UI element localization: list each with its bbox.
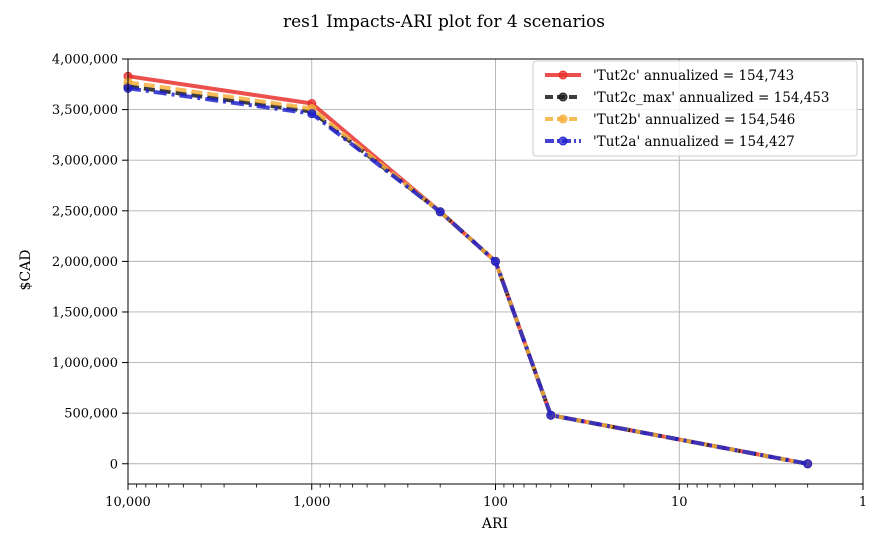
legend-label: 'Tut2c' annualized = 154,743 (593, 68, 794, 84)
legend-marker (558, 70, 568, 80)
y-axis: 0 500,000 1,000,000 1,500,000 2,000,000 2,500… (52, 53, 128, 472)
y-tick-label: 1,000,000 (52, 356, 118, 371)
legend-label: 'Tut2b' annualized = 154,546 (593, 112, 795, 128)
x-axis: 10,000 1,000 100 10 1 (105, 484, 867, 510)
y-tick-label: 2,500,000 (52, 204, 118, 219)
y-tick-label: 500,000 (64, 407, 118, 422)
series-point-3 (491, 256, 500, 266)
x-tick-label: 1 (859, 495, 867, 510)
legend: 'Tut2c' annualized = 154,743 'Tut2c_max' … (532, 60, 858, 157)
series-3 (123, 83, 813, 469)
legend-box (532, 60, 858, 157)
x-axis-label: ARI (481, 516, 508, 532)
y-tick-label: 1,500,000 (52, 305, 118, 320)
legend-marker (558, 92, 568, 102)
series-point-3 (307, 109, 317, 119)
x-tick-label: 100 (483, 495, 508, 510)
series-point-3 (435, 207, 445, 217)
x-tick-label: 10 (671, 495, 688, 510)
legend-marker (558, 114, 568, 124)
series-point-3 (803, 459, 813, 469)
y-tick-label: 0 (110, 457, 118, 472)
legend-marker (558, 136, 568, 146)
y-axis-label: $CAD (18, 250, 34, 291)
chart-title: res1 Impacts-ARI plot for 4 scenarios (283, 12, 605, 32)
series-line-3 (127, 86, 809, 466)
legend-label: 'Tut2a' annualized = 154,427 (593, 134, 795, 150)
y-tick-label: 4,000,000 (52, 53, 118, 68)
series-point-3 (546, 410, 556, 420)
y-tick-label: 2,000,000 (52, 255, 118, 270)
legend-label: 'Tut2c_max' annualized = 154,453 (593, 90, 829, 106)
series-layer (123, 71, 813, 469)
y-tick-label: 3,000,000 (52, 154, 118, 169)
y-tick-label: 3,500,000 (52, 103, 118, 118)
x-tick-label: 1,000 (293, 495, 330, 510)
x-tick-label: 10,000 (105, 495, 151, 510)
